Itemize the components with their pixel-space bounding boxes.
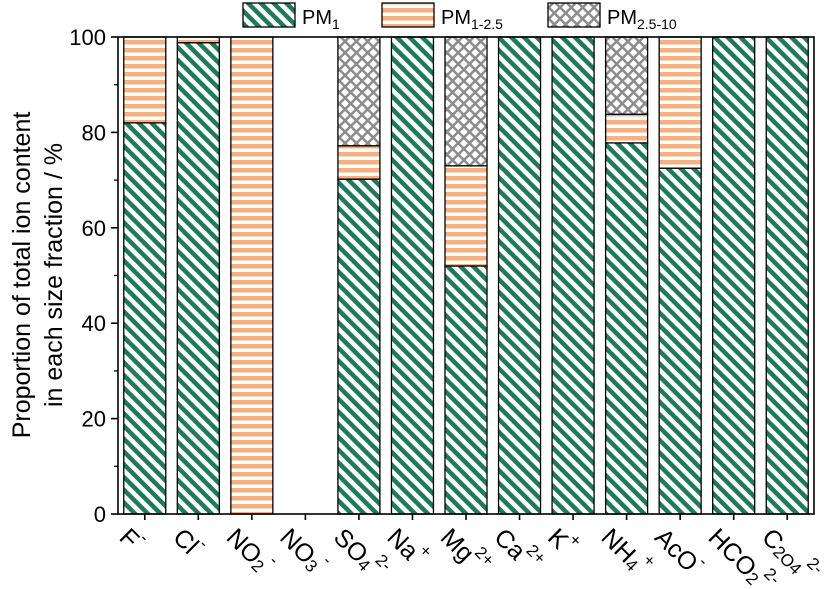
y-tick-label: 40: [82, 311, 106, 336]
legend-sub: 2.5-10: [637, 16, 677, 32]
bar-1-1: [176, 42, 220, 515]
y-tick-label: 60: [82, 216, 106, 241]
category-label-0: F-: [114, 518, 153, 557]
legend: PM1 PM1-2.5 PM2.5-10: [242, 2, 677, 32]
category-base: Cl: [168, 523, 204, 559]
category-sup: 2-: [760, 564, 784, 588]
bar-1-9: [604, 142, 649, 515]
y-tick-label: 20: [82, 407, 106, 432]
bar-1-7: [497, 36, 542, 515]
category-sup: 2-: [803, 554, 827, 578]
category-text: Ca2+: [489, 518, 550, 579]
bar-1-2.5-9: [604, 113, 649, 144]
category-label-2: NO2-: [221, 518, 283, 580]
bar-1-12: [765, 36, 809, 515]
legend-sub: 1-2.5: [471, 16, 503, 32]
legend-name: PM: [441, 7, 471, 29]
bar-1-0: [123, 122, 167, 515]
category-sup: 2-: [372, 550, 396, 574]
legend-sub: 1: [332, 16, 340, 32]
bars-group: [123, 36, 809, 515]
bar-1-2.5-0: [123, 36, 167, 124]
category-base: AcO: [649, 523, 703, 577]
category-sup: -: [265, 551, 282, 568]
bar-1-2.5-2: [230, 36, 274, 515]
category-label-9: NH4+: [596, 518, 660, 582]
category-label-4: SO42-: [328, 518, 396, 586]
category-text: F-: [114, 518, 153, 557]
category-text: NO2-: [221, 518, 283, 580]
bar-1-8: [551, 36, 595, 515]
legend-swatch-2: [547, 2, 601, 28]
bar-1-4: [337, 178, 381, 515]
legend-name: PM: [302, 7, 332, 29]
legend-label-0: PM1: [302, 7, 340, 32]
bar-1-2.5-1: [176, 36, 220, 44]
category-labels: F- Cl- NO2-NO3-SO42-Na+ Mg2+Ca2+K+ NH4+AcO-H…: [114, 518, 827, 589]
category-label-6: Mg2+: [435, 518, 498, 581]
category-label-7: Ca2+: [489, 518, 550, 579]
bar-2.5-10-4: [337, 36, 381, 147]
y-axis-title-line1: Proportion of total ion content: [8, 112, 36, 439]
category-text: AcO-: [649, 518, 712, 581]
legend-swatch-1: [381, 2, 435, 28]
legend-swatch-0: [242, 2, 296, 28]
legend-label-1: PM1-2.5: [441, 7, 503, 32]
category-base: Mg: [435, 523, 479, 567]
y-tick-label: 100: [69, 25, 106, 50]
y-axis-title-line2: in each size fraction / %: [40, 143, 68, 407]
category-label-10: AcO-: [649, 518, 712, 581]
bar-2.5-10-9: [604, 36, 649, 115]
y-tick-label: 80: [82, 120, 106, 145]
category-label-3: NO3-: [274, 518, 337, 580]
bar-1-11: [712, 36, 756, 515]
legend-name: PM: [607, 7, 637, 29]
category-text: Cl-: [168, 518, 213, 563]
category-text: NH4+: [596, 518, 660, 582]
category-text: Mg2+: [435, 518, 498, 581]
category-label-1: Cl-: [168, 518, 213, 563]
category-sup: +: [639, 550, 660, 571]
category-text: NO3-: [274, 518, 336, 580]
bar-2.5-10-6: [444, 36, 488, 167]
category-text: SO42-: [328, 518, 396, 586]
bar-1-2.5-10: [658, 36, 702, 169]
bar-1-10: [658, 167, 702, 515]
bar-1-6: [444, 265, 488, 515]
y-tick-label: 0: [94, 502, 106, 527]
bar-1-2.5-6: [444, 165, 488, 267]
bar-1-5: [390, 36, 435, 515]
bar-1-2.5-4: [337, 145, 381, 180]
category-sup: -: [319, 551, 336, 568]
legend-label-2: PM2.5-10: [607, 7, 677, 32]
axes-group: 0 20 40 60 80 100: [69, 25, 815, 527]
